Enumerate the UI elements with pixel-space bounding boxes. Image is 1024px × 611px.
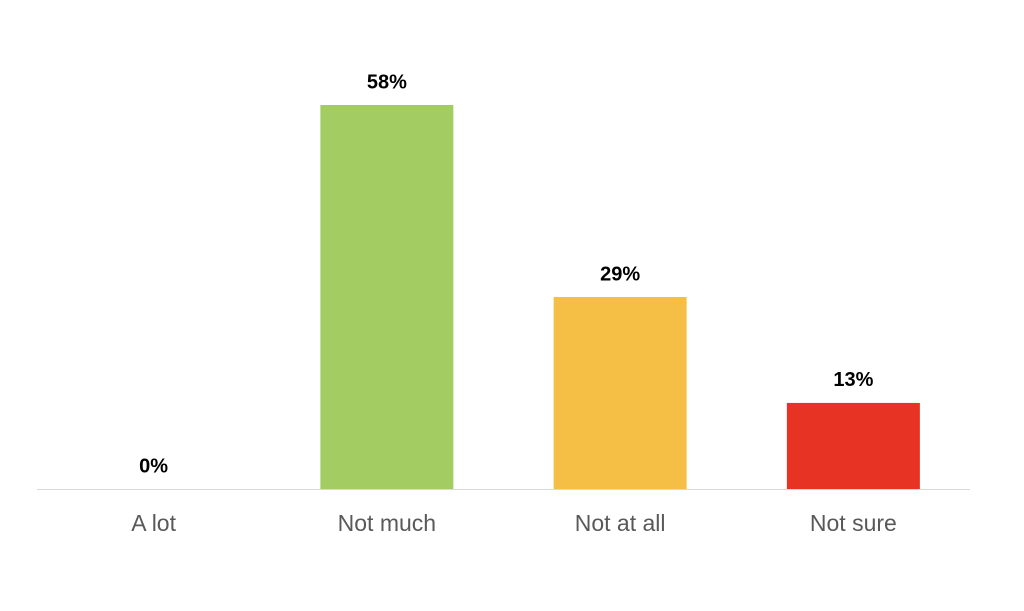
value-label: 58%	[367, 71, 407, 93]
bar	[553, 297, 687, 489]
bar	[786, 402, 920, 489]
value-label: 29%	[600, 263, 640, 285]
value-label: 13%	[833, 369, 873, 391]
x-tick-label: Not sure	[810, 510, 897, 536]
value-label: 0%	[139, 455, 168, 477]
bar	[320, 105, 454, 489]
x-tick-label: Not at all	[575, 510, 666, 536]
x-tick-label: A lot	[131, 510, 176, 536]
x-tick-label: Not much	[338, 510, 436, 536]
